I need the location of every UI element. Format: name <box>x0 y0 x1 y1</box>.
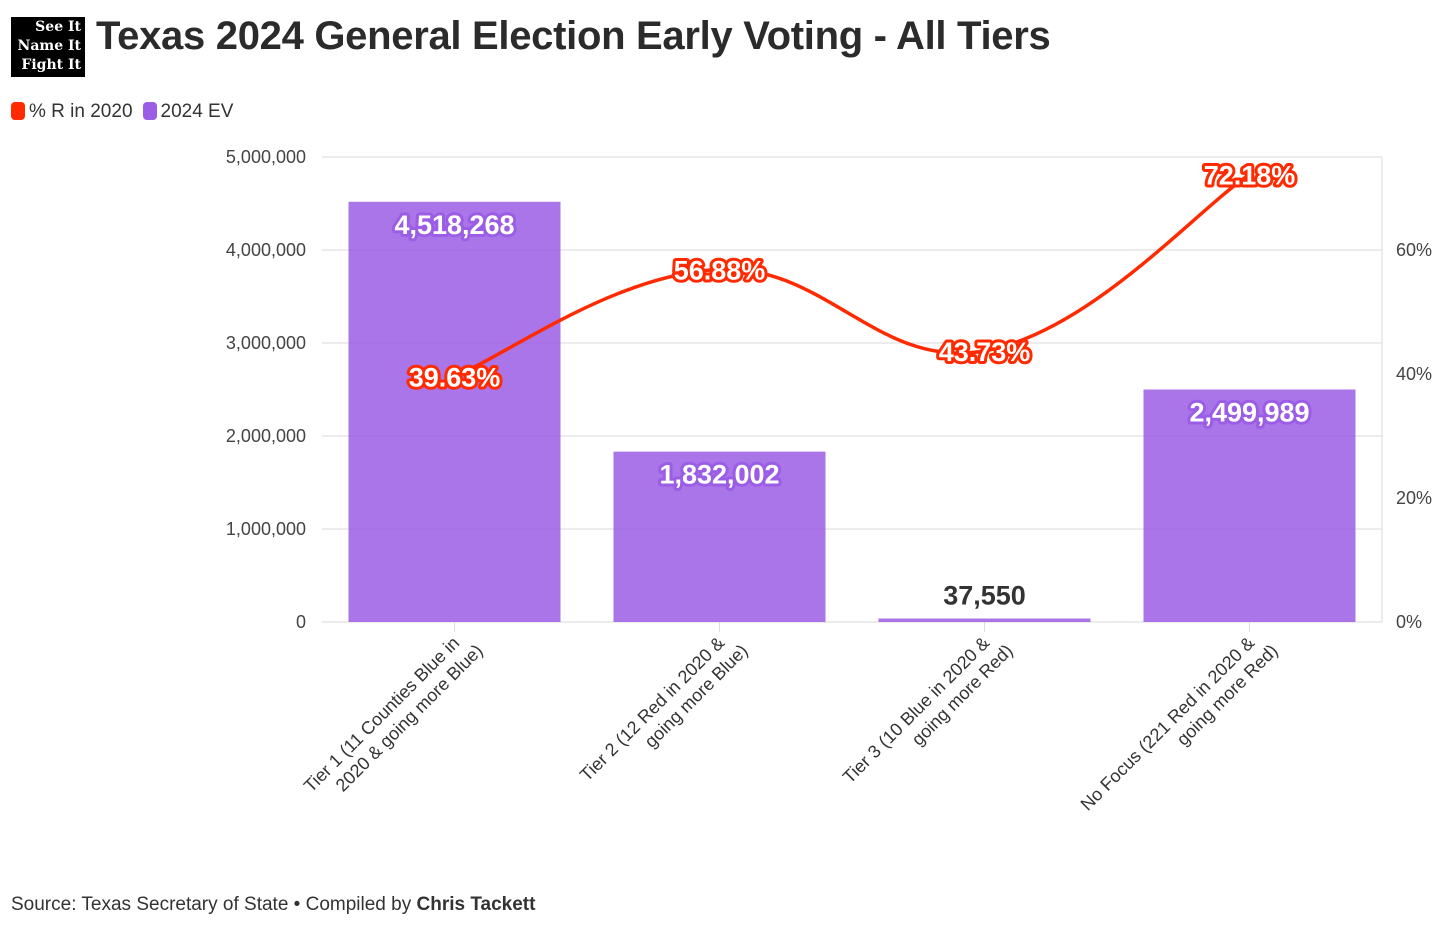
legend-swatch-purple <box>142 102 157 120</box>
bar <box>1143 389 1356 622</box>
logo: See It Name It Fight It <box>11 17 85 77</box>
left-tick-label: 4,000,000 <box>226 240 306 260</box>
legend-item-ev2024: 2024 EV <box>142 101 233 123</box>
line-series-r2020 <box>453 173 1251 378</box>
source-note: Source: Texas Secretary of State • Compi… <box>11 894 536 915</box>
x-tick-label: No Focus (221 Red in 2020 &going more Re… <box>1077 625 1282 830</box>
left-tick-label: 5,000,000 <box>226 147 306 167</box>
line-value-label: 39.63% <box>409 362 501 392</box>
right-tick-label: 60% <box>1396 240 1432 260</box>
bar <box>613 451 826 622</box>
chart-title: Texas 2024 General Election Early Voting… <box>96 14 1051 58</box>
right-tick-label: 0% <box>1396 612 1422 632</box>
legend-swatch-red <box>11 102 25 120</box>
x-tick-label: Tier 2 (12 Red in 2020 &going more Blue) <box>576 625 752 801</box>
line-value-label: 43.73% <box>939 337 1031 367</box>
left-tick-label: 0 <box>296 612 306 632</box>
x-tick-label: Tier 1 (11 Counties Blue in2020 & going … <box>300 625 487 812</box>
line-value-label: 56.88% <box>674 255 766 285</box>
left-tick-label: 3,000,000 <box>226 333 306 353</box>
bar-value-label: 2,499,989 <box>1189 398 1309 428</box>
x-tick-label: Tier 3 (10 Blue in 2020 &going more Red) <box>839 625 1017 803</box>
right-tick-label: 40% <box>1396 364 1432 384</box>
bar <box>348 201 561 622</box>
left-tick-label: 2,000,000 <box>226 426 306 446</box>
right-tick-label: 20% <box>1396 488 1432 508</box>
bar-value-label: 37,550 <box>943 581 1026 611</box>
line-value-label: 72.18% <box>1204 160 1296 190</box>
bar-value-label: 1,832,002 <box>659 460 779 490</box>
bar-value-label: 4,518,268 <box>394 210 514 240</box>
left-tick-label: 1,000,000 <box>226 519 306 539</box>
legend: % R in 2020 2024 EV <box>11 101 233 123</box>
legend-item-r2020: % R in 2020 <box>11 101 133 123</box>
bar <box>878 618 1091 622</box>
